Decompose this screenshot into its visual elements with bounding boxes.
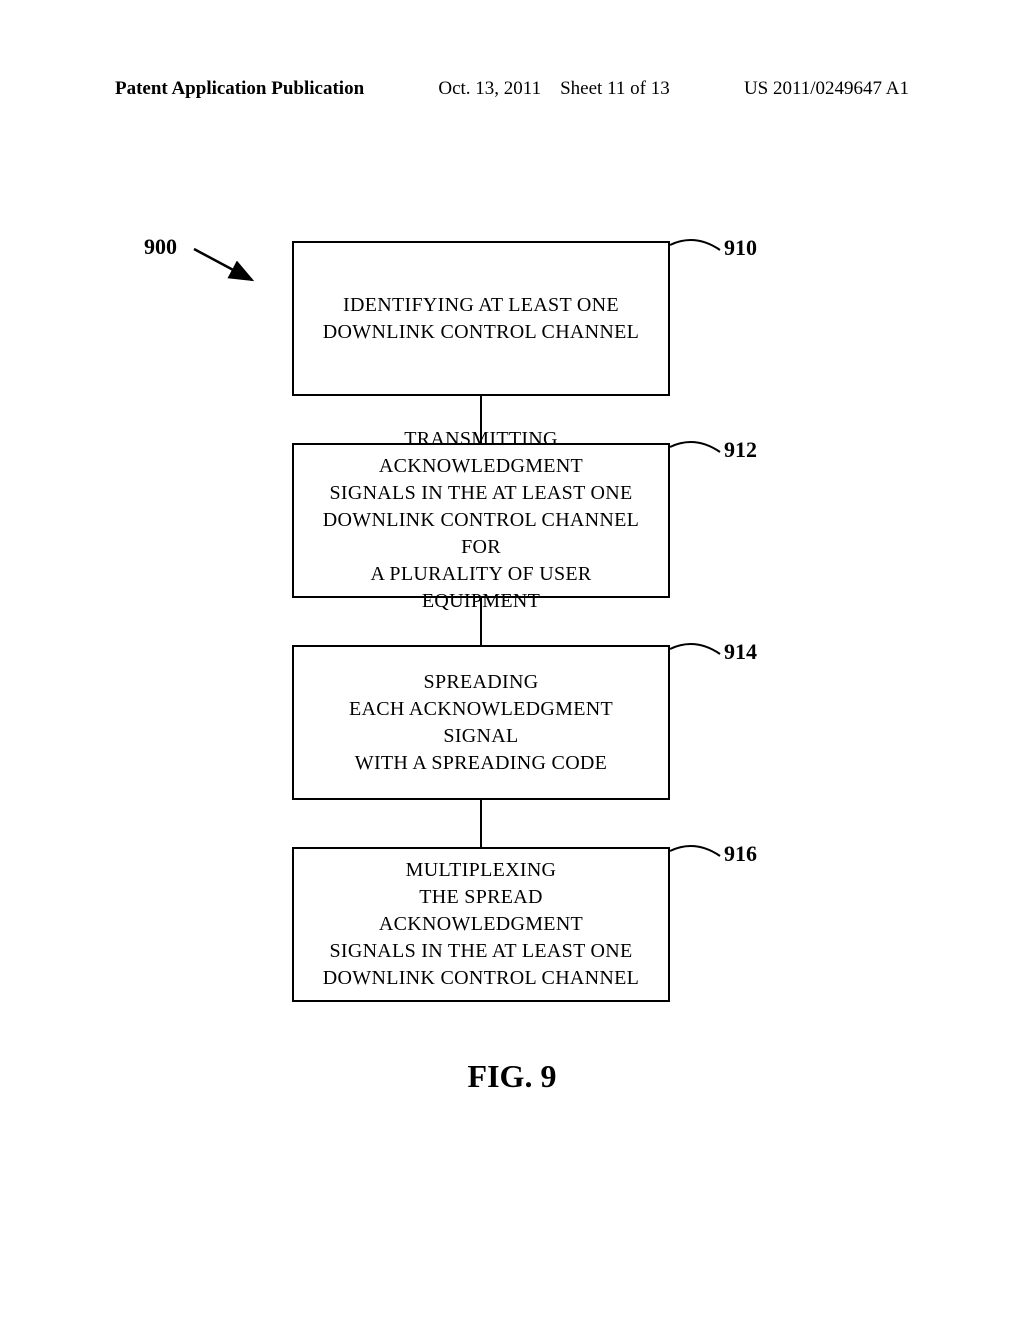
flow-box-line: SPREADING — [424, 669, 539, 696]
flow-box-914: SPREADINGEACH ACKNOWLEDGMENT SIGNALWITH … — [292, 645, 670, 800]
header-pubnum: US 2011/0249647 A1 — [744, 78, 909, 100]
flow-box-line: DOWNLINK CONTROL CHANNEL — [323, 319, 639, 346]
ref-label-900: 900 — [144, 234, 177, 260]
connector-line — [480, 598, 482, 645]
ref-label-912: 912 — [724, 437, 757, 463]
flow-box-line: DOWNLINK CONTROL CHANNEL FOR — [318, 507, 644, 561]
flow-box-line: THE SPREAD ACKNOWLEDGMENT — [318, 884, 644, 938]
connector-line — [480, 800, 482, 847]
flow-box-916: MULTIPLEXINGTHE SPREAD ACKNOWLEDGMENTSIG… — [292, 847, 670, 1002]
flow-box-line: WITH A SPREADING CODE — [355, 750, 607, 777]
flow-box-line: EACH ACKNOWLEDGMENT SIGNAL — [318, 696, 644, 750]
figure-caption: FIG. 9 — [0, 1058, 1024, 1095]
header-left: Patent Application Publication — [115, 78, 364, 100]
header-date: Oct. 13, 2011 Sheet 11 of 13 — [438, 78, 669, 100]
header-sheet-text: Sheet 11 of 13 — [560, 78, 670, 99]
flow-box-line: SIGNALS IN THE AT LEAST ONE — [329, 480, 632, 507]
page-header: Patent Application Publication Oct. 13, … — [115, 78, 909, 100]
ref-label-916: 916 — [724, 841, 757, 867]
ref-label-914: 914 — [724, 639, 757, 665]
connector-line — [480, 396, 482, 443]
patent-figure-page: Patent Application Publication Oct. 13, … — [0, 0, 1024, 1320]
flow-box-line: SIGNALS IN THE AT LEAST ONE — [329, 938, 632, 965]
flow-box-line: MULTIPLEXING — [406, 857, 557, 884]
flow-box-line: IDENTIFYING AT LEAST ONE — [343, 292, 619, 319]
header-date-text: Oct. 13, 2011 — [438, 78, 541, 99]
flow-box-912: TRANSMITTING ACKNOWLEDGMENTSIGNALS IN TH… — [292, 443, 670, 598]
flow-box-910: IDENTIFYING AT LEAST ONEDOWNLINK CONTROL… — [292, 241, 670, 396]
flow-box-line: DOWNLINK CONTROL CHANNEL — [323, 965, 639, 992]
ref-label-910: 910 — [724, 235, 757, 261]
